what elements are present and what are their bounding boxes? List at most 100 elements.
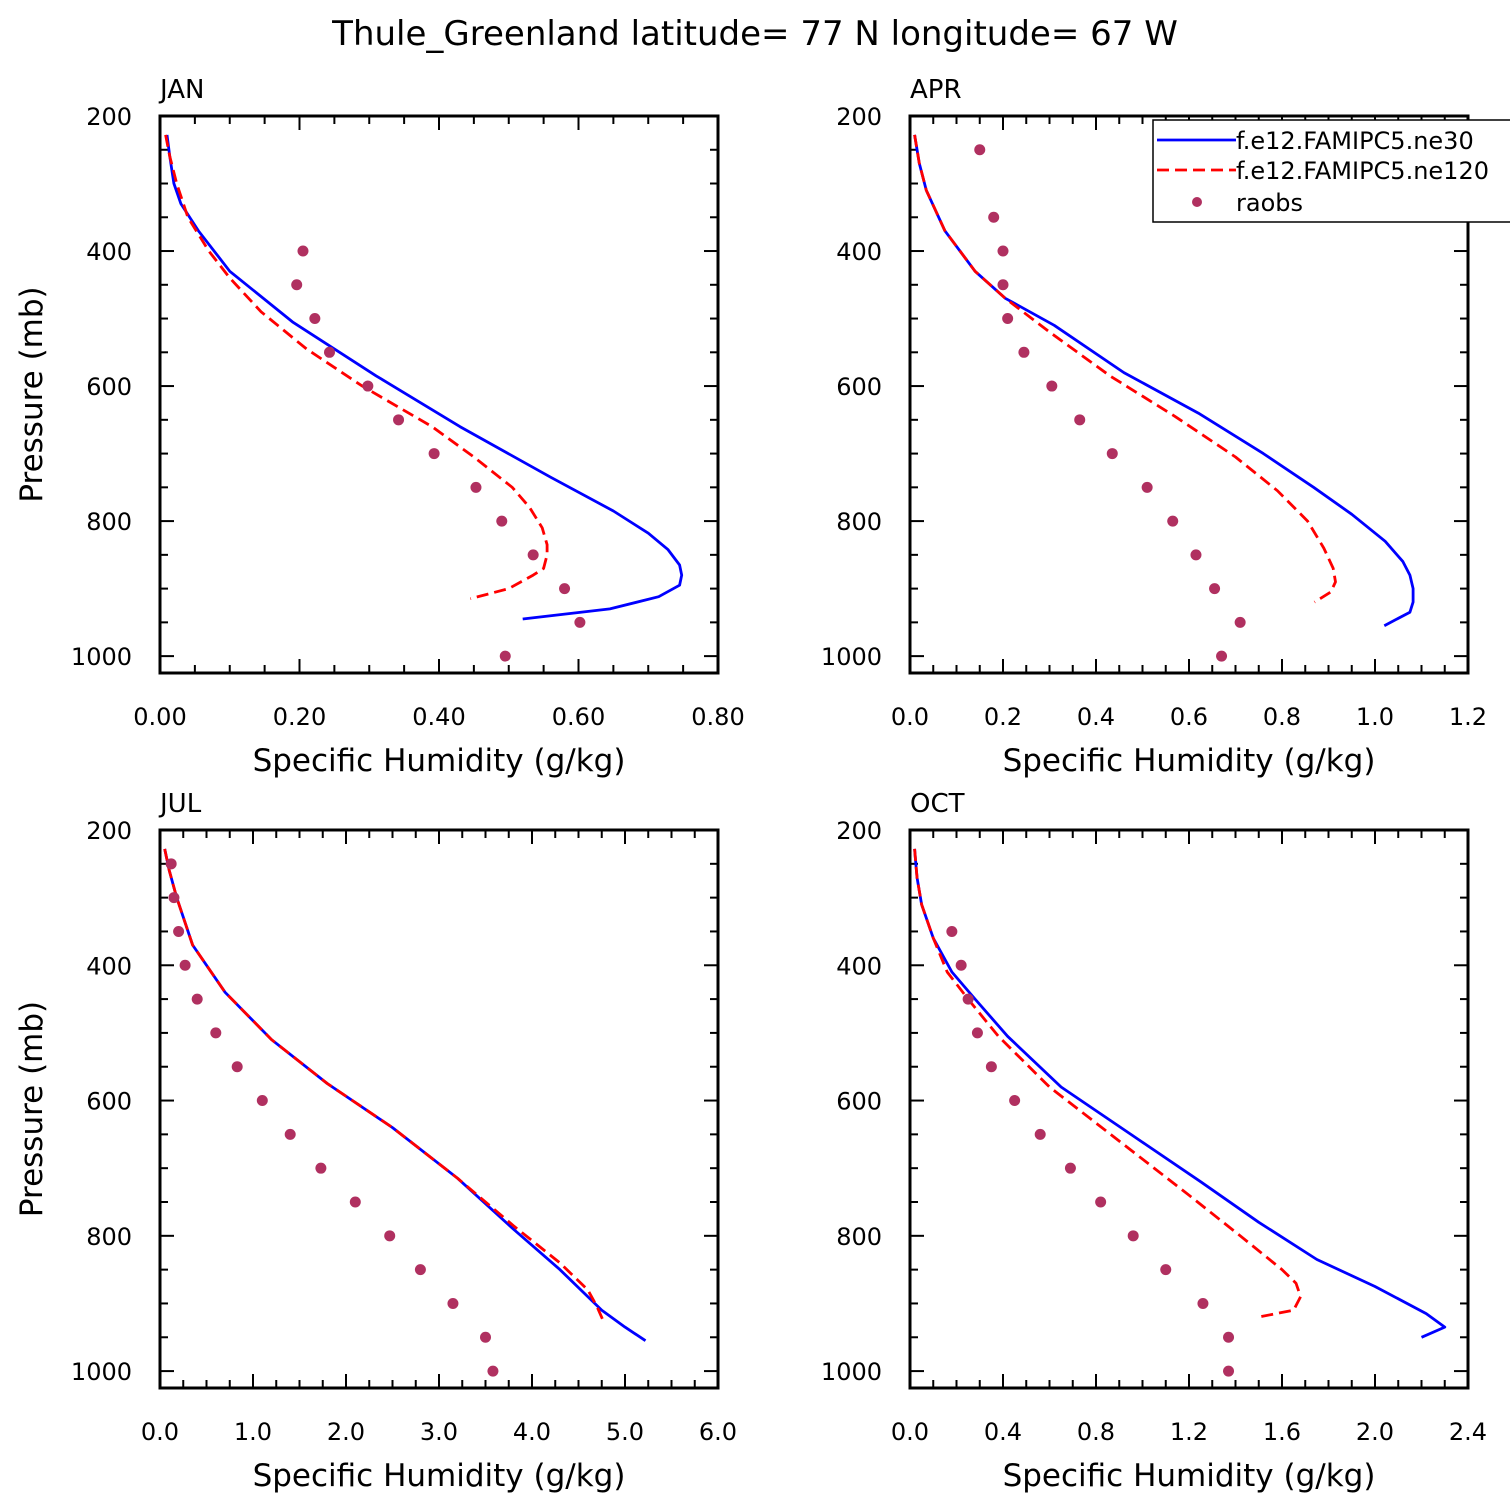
panel-label: APR: [910, 75, 962, 105]
ne120-line: [913, 134, 1337, 604]
x-tick-label: 0.0: [891, 1418, 929, 1446]
x-tick-label: 0.80: [691, 703, 744, 731]
x-tick-label: 3.0: [420, 1418, 458, 1446]
raobs-point: [971, 1027, 983, 1039]
raobs-point: [1209, 583, 1221, 595]
raobs-point: [1034, 1128, 1046, 1140]
x-tick-label: 6.0: [699, 1418, 737, 1446]
x-tick-label: 0.8: [1263, 703, 1301, 731]
y-tick-label: 1000: [821, 1358, 882, 1386]
legend-label: f.e12.FAMIPC5.ne120: [1236, 157, 1489, 185]
legend-label: f.e12.FAMIPC5.ne30: [1236, 127, 1474, 155]
x-tick-label: 0.20: [273, 703, 326, 731]
x-tick-label: 0.8: [1077, 1418, 1115, 1446]
raobs-point: [165, 858, 177, 870]
raobs-point: [1106, 448, 1118, 460]
raobs-point: [997, 279, 1009, 291]
x-tick-label: 0.40: [412, 703, 465, 731]
raobs-point: [946, 925, 958, 937]
y-tick-label: 1000: [821, 643, 882, 671]
x-axis-label: Specific Humidity (g/kg): [253, 1458, 626, 1494]
raobs-point: [1160, 1264, 1172, 1276]
y-tick-label: 200: [836, 817, 882, 845]
raobs-point: [323, 346, 335, 358]
x-tick-label: 0.2: [984, 703, 1022, 731]
raobs-point: [527, 549, 539, 561]
ne120-line: [164, 134, 549, 601]
y-tick-label: 600: [86, 373, 132, 401]
y-tick-label: 1000: [71, 1358, 132, 1386]
x-tick-label: 0.4: [984, 1418, 1022, 1446]
y-tick-label: 400: [86, 952, 132, 980]
x-tick-label: 2.0: [1356, 1418, 1394, 1446]
raobs-point: [496, 515, 508, 527]
raobs-point: [1197, 1297, 1209, 1309]
y-tick-label: 1000: [71, 643, 132, 671]
figure-title: Thule_Greenland latitude= 77 N longitude…: [331, 14, 1178, 54]
y-tick-label: 400: [86, 238, 132, 266]
y-tick-label: 800: [86, 1223, 132, 1251]
raobs-point: [362, 380, 374, 392]
raobs-point: [480, 1331, 491, 1343]
raobs-point: [414, 1264, 426, 1276]
x-tick-label: 5.0: [606, 1418, 644, 1446]
x-tick-label: 0.0: [891, 703, 929, 731]
raobs-point: [179, 959, 191, 971]
x-tick-label: 0.0: [141, 1418, 179, 1446]
panel-label: JAN: [158, 75, 204, 105]
panel-label: JUL: [158, 789, 202, 819]
y-tick-label: 400: [836, 952, 882, 980]
raobs-point: [559, 583, 571, 595]
y-tick-label: 600: [836, 1088, 882, 1116]
raobs-point: [487, 1365, 499, 1377]
raobs-point: [1074, 414, 1086, 426]
y-tick-label: 800: [836, 508, 882, 536]
raobs-point: [1009, 1095, 1021, 1107]
legend-marker-raobs: [1192, 197, 1202, 207]
y-tick-label: 800: [86, 508, 132, 536]
legend-label: raobs: [1236, 189, 1303, 217]
x-axis-label: Specific Humidity (g/kg): [1003, 1458, 1376, 1494]
raobs-point: [173, 925, 185, 937]
raobs-point: [988, 211, 1000, 223]
raobs-point: [574, 616, 586, 628]
x-tick-label: 0.60: [552, 703, 605, 731]
plot-frame: [908, 828, 1470, 1390]
panel-label: OCT: [910, 789, 965, 819]
y-axis-label: Pressure (mb): [14, 286, 50, 502]
x-tick-label: 1.2: [1449, 703, 1487, 731]
raobs-point: [1223, 1331, 1235, 1343]
y-tick-label: 800: [836, 1223, 882, 1251]
raobs-point: [1216, 650, 1228, 662]
raobs-point: [974, 144, 986, 156]
x-axis-label: Specific Humidity (g/kg): [253, 743, 626, 779]
raobs-point: [231, 1061, 243, 1073]
x-tick-label: 0.00: [133, 703, 186, 731]
raobs-point: [1190, 549, 1202, 561]
panel-oct: OCT 200 400 600 800 1000 0.0 0.4 0.8 1.2 1.6 2.0 2.4…: [821, 789, 1487, 1494]
y-tick-label: 200: [836, 103, 882, 131]
raobs-point: [1141, 481, 1153, 493]
panel-jan: JAN 200 400 600 800 1000 0.00 0.20 0.40 0.60 0.80 S…: [14, 75, 745, 779]
y-tick-label: 600: [86, 1088, 132, 1116]
x-tick-label: 1.6: [1263, 1418, 1301, 1446]
raobs-point: [168, 892, 180, 904]
raobs-point: [284, 1128, 296, 1140]
raobs-point: [997, 245, 1009, 257]
raobs-point: [1046, 380, 1058, 392]
raobs-point: [1064, 1162, 1076, 1174]
x-tick-label: 1.0: [1356, 703, 1394, 731]
raobs-point: [985, 1061, 997, 1073]
panels: JAN 200 400 600 800 1000 0.00 0.20 0.40 0.60 0.80 S…: [14, 75, 1487, 1494]
raobs-point: [470, 481, 482, 493]
raobs-point: [297, 245, 309, 257]
raobs-point: [428, 448, 440, 460]
y-tick-label: 200: [86, 103, 132, 131]
y-tick-label: 400: [836, 238, 882, 266]
raobs-point: [499, 650, 511, 662]
x-tick-label: 0.6: [1170, 703, 1208, 731]
raobs-point: [1127, 1230, 1139, 1242]
raobs-point: [1002, 313, 1014, 325]
